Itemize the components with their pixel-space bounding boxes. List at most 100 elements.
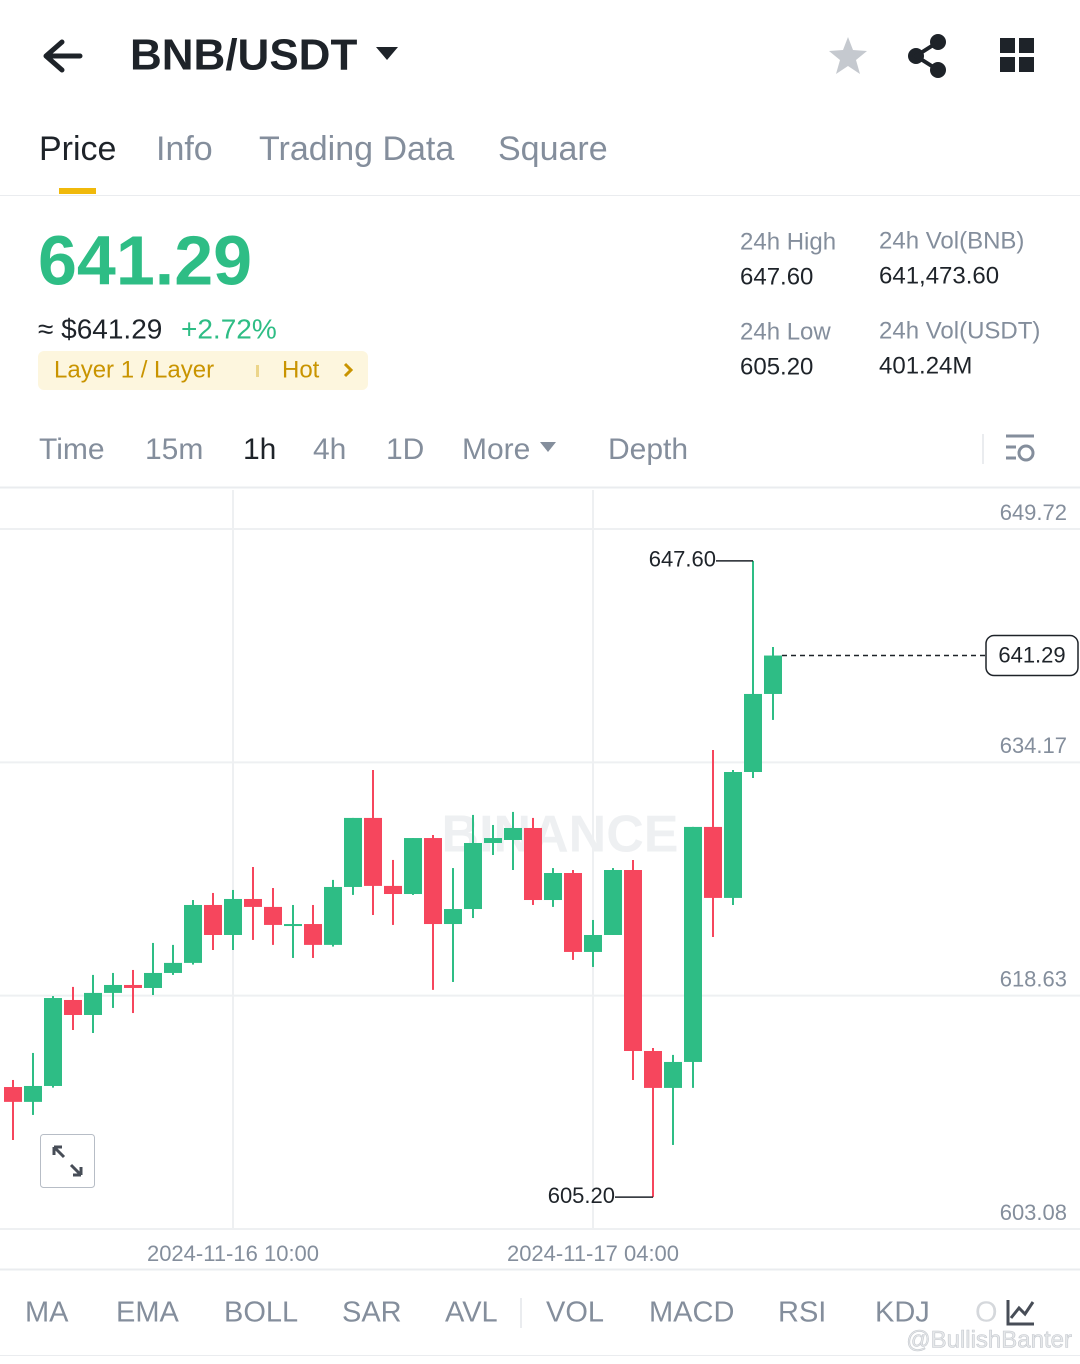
candle-body [224,898,242,935]
candle-body [284,924,302,927]
stat-label: 24h Vol(BNB) [879,227,1024,254]
back-button[interactable] [43,39,83,73]
interval[interactable]: More [462,433,530,466]
last-price: 641.29 [38,221,252,299]
candle-body [684,826,702,1062]
candle-body [304,924,322,945]
pair-dropdown[interactable] [376,47,398,60]
price-change: +2.72% [181,313,277,344]
grid-menu-icon[interactable] [1000,38,1034,72]
candle-body [524,827,542,901]
settings-gear [1017,444,1035,462]
more-dropdown[interactable] [540,442,556,452]
candle-body [184,904,202,963]
candle-body [444,909,462,925]
candle-body [704,826,722,898]
grid-cell [1019,57,1034,72]
x-tick-label: 2024-11-16 10:00 [147,1241,319,1266]
interval[interactable]: 1D [386,433,424,466]
stat-value: 401.24M [879,352,972,379]
interval[interactable]: 15m [145,433,203,466]
indicator[interactable]: BOLL [224,1297,298,1329]
stat-label: 24h High [740,228,836,255]
candle-body [164,962,182,973]
stat-value: 605.20 [740,353,813,380]
grid-cell [1019,38,1034,53]
candle-body [604,870,622,935]
candle-body [84,992,102,1015]
indicator[interactable]: KDJ [875,1297,930,1329]
interval[interactable]: Time [39,433,105,466]
tag-box[interactable] [38,351,368,390]
candle-body [264,906,282,925]
candle-body [244,898,262,907]
indicator[interactable]: MACD [649,1297,734,1329]
candle-body [324,886,342,945]
hot-tag[interactable]: Hot [282,356,320,383]
candle-body [624,870,642,1052]
indicator[interactable]: MA [25,1297,69,1329]
tag-separator [256,365,259,377]
interval-selected[interactable]: 1h [243,433,276,466]
tab-indicator [59,188,96,194]
grid-cell [1000,38,1015,53]
y-tick-label: 618.63 [1000,966,1067,991]
candle-body [144,972,162,988]
indicator[interactable]: O [975,1297,998,1329]
tab[interactable]: Price [39,130,116,168]
candle-body [424,838,442,925]
candle-body [484,838,502,843]
last-price-label: 641.29 [998,642,1065,667]
indicator[interactable]: SAR [342,1297,402,1329]
tab[interactable]: Trading Data [259,130,454,168]
candle-body [644,1051,662,1088]
share-icon[interactable] [908,34,946,78]
expand-button[interactable] [40,1134,95,1188]
high-marker-label: 647.60 [649,547,716,572]
candlestick-chart: BINANCE649.72634.17618.63603.082024-11-1… [0,490,1080,1266]
indicator-settings-icon[interactable] [1006,1300,1035,1326]
tab[interactable]: Square [498,130,608,168]
candle-body [364,817,382,886]
y-tick-label: 603.08 [1000,1200,1067,1225]
settings-lines [1006,434,1034,460]
back-arrow [43,39,83,73]
low-marker-label: 605.20 [548,1183,615,1208]
stat-value: 641,473.60 [879,262,999,289]
sector-tag[interactable]: Layer 1 / Layer [54,356,214,383]
tab[interactable]: Info [156,130,213,168]
candle-body [104,984,122,993]
candle-body [664,1061,682,1088]
indicator[interactable]: RSI [778,1297,826,1329]
interval[interactable]: Depth [608,433,688,466]
indicator[interactable]: EMA [116,1297,180,1329]
y-tick-label: 649.72 [1000,500,1067,525]
candle-body [544,873,562,901]
candle-body [124,984,142,988]
candle-body [64,999,82,1015]
stat-value: 647.60 [740,263,813,290]
candle-body [24,1085,42,1102]
indicator[interactable]: AVL [445,1297,498,1329]
candle-body [584,934,602,952]
candle-body [504,827,522,840]
share-lines [912,40,940,72]
favorite-icon[interactable] [829,37,867,74]
stat-label: 24h Low [740,318,831,345]
expand-box [40,1134,95,1188]
tag-chevron [343,362,354,378]
candle-body [4,1087,22,1102]
watermark: @BullishBanter [906,1326,1072,1353]
stat-label: 24h Vol(USDT) [879,317,1040,344]
indicator[interactable]: VOL [546,1297,604,1329]
candle-body [384,885,402,895]
interval[interactable]: 4h [313,433,346,466]
candle-body [744,693,762,773]
candle-body [724,772,742,898]
chart-settings-icon[interactable] [1006,434,1035,462]
pair-title[interactable]: BNB/USDT [130,31,357,80]
candle-body [404,838,422,895]
candle-body [204,904,222,935]
expand-arrows [52,1145,83,1177]
